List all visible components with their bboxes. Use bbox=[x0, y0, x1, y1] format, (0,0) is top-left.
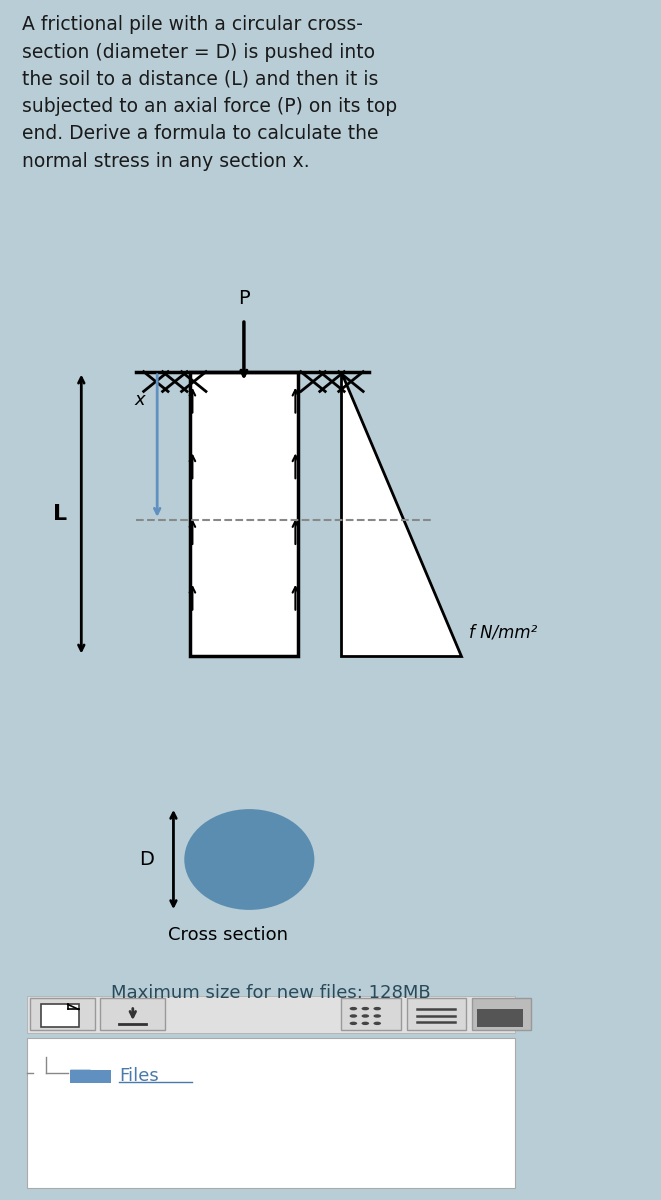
Bar bbox=[477, 1009, 523, 1026]
Text: P: P bbox=[238, 289, 250, 308]
Polygon shape bbox=[477, 1009, 501, 1012]
Bar bbox=[27, 996, 515, 1033]
Circle shape bbox=[362, 1021, 369, 1025]
Circle shape bbox=[184, 809, 315, 910]
Text: Cross section: Cross section bbox=[168, 925, 288, 943]
Polygon shape bbox=[342, 372, 461, 656]
Bar bbox=[27, 1038, 515, 1188]
Text: D: D bbox=[139, 850, 154, 869]
Circle shape bbox=[350, 1021, 357, 1025]
Bar bbox=[41, 1004, 79, 1026]
Circle shape bbox=[373, 1007, 381, 1010]
Circle shape bbox=[373, 1014, 381, 1018]
Polygon shape bbox=[71, 1069, 91, 1072]
Bar bbox=[342, 998, 401, 1031]
Circle shape bbox=[350, 1007, 357, 1010]
Circle shape bbox=[350, 1014, 357, 1018]
Text: f N/mm²: f N/mm² bbox=[469, 623, 537, 641]
Circle shape bbox=[362, 1007, 369, 1010]
Bar bbox=[30, 998, 95, 1031]
Circle shape bbox=[373, 1021, 381, 1025]
Text: Maximum size for new files: 128MB: Maximum size for new files: 128MB bbox=[111, 984, 431, 1002]
Text: L: L bbox=[53, 504, 67, 524]
Text: x: x bbox=[135, 391, 145, 409]
Text: Files: Files bbox=[119, 1067, 159, 1085]
Bar bbox=[190, 372, 298, 656]
Bar bbox=[471, 998, 531, 1031]
Bar bbox=[71, 1069, 111, 1084]
Circle shape bbox=[362, 1014, 369, 1018]
Bar bbox=[100, 998, 165, 1031]
Bar bbox=[407, 998, 466, 1031]
Text: A frictional pile with a circular cross-
section (diameter = D) is pushed into
t: A frictional pile with a circular cross-… bbox=[22, 16, 397, 170]
